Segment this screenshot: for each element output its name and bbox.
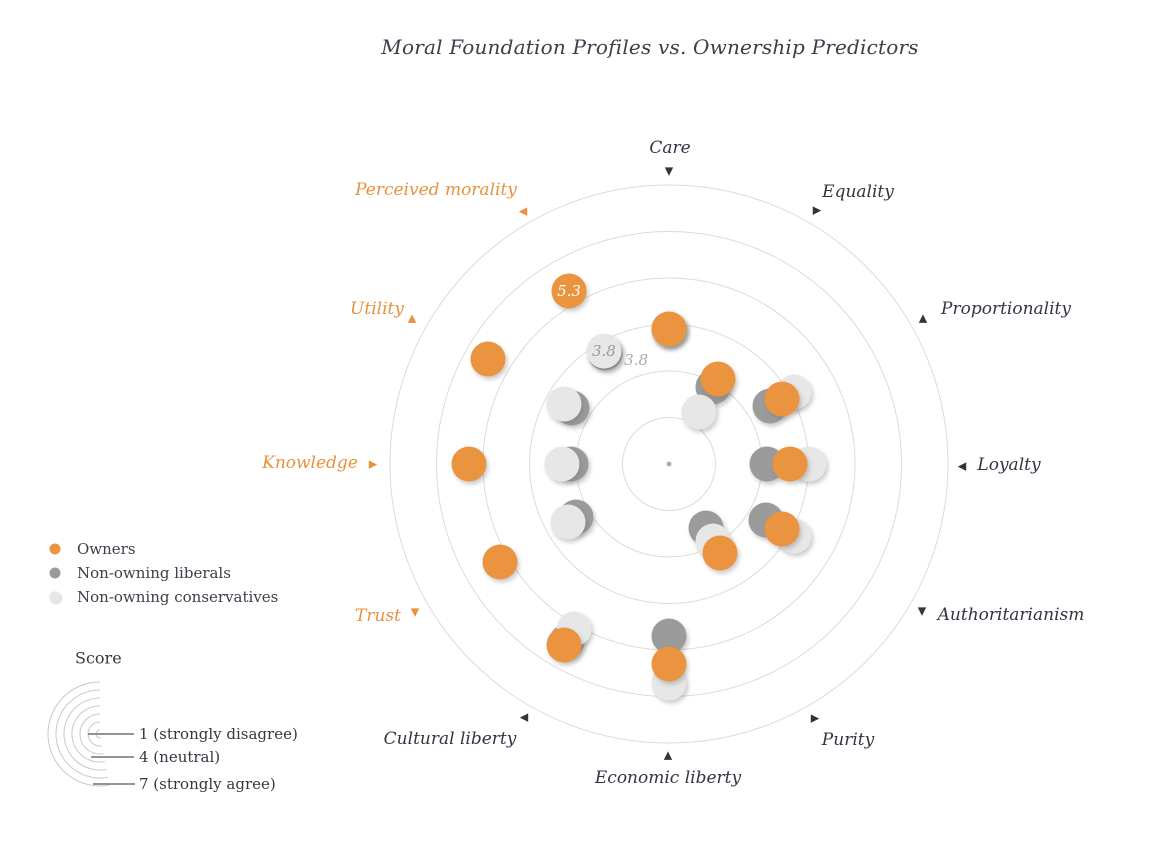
axis-marker-right-icon: ▶ <box>368 457 378 471</box>
axis-marker-down-icon: ▼ <box>917 604 927 618</box>
axis-label-utility: Utility <box>350 299 404 319</box>
dot-owners-loyalty <box>772 446 808 482</box>
dot-owners-knowledge <box>451 446 487 482</box>
score-entry-4: 4 (neutral) <box>139 748 221 766</box>
axis-label-proportionality: Proportionality <box>941 299 1071 319</box>
dot-conservatives-trust <box>550 504 586 540</box>
axis-marker-down-icon: ▼ <box>410 605 420 619</box>
axis-marker-left-icon: ◀ <box>518 204 528 218</box>
axis-label-equality: Equality <box>822 182 894 202</box>
axis-marker-left-icon: ◀ <box>957 459 967 473</box>
value-annotation-liberals: 3.8 <box>624 351 648 370</box>
dot-owners-perceived-morality <box>551 273 587 309</box>
axis-marker-down-icon: ▼ <box>664 164 674 178</box>
dot-owners-utility <box>470 341 506 377</box>
dot-owners-equality <box>700 361 736 397</box>
chart-title: Moral Foundation Profiles vs. Ownership … <box>381 35 919 59</box>
legend-label: Non-owning liberals <box>77 564 231 582</box>
score-entry-7: 7 (strongly agree) <box>139 775 276 793</box>
value-annotation-conservatives: 3.8 <box>591 342 616 361</box>
axis-label-trust: Trust <box>355 606 401 626</box>
axis-label-authoritarianism: Authoritarianism <box>937 605 1085 625</box>
dot-conservatives-utility <box>546 386 582 422</box>
axis-marker-up-icon: ▲ <box>663 748 673 762</box>
axis-marker-right-icon: ▶ <box>812 203 822 217</box>
value-annotation-owners: 5.3 <box>557 281 581 300</box>
dot-owners-cultural-liberty <box>546 627 582 663</box>
dot-owners-purity <box>702 535 738 571</box>
axis-label-knowledge: Knowledge <box>262 453 358 473</box>
axis-label-economic-liberty: Economic liberty <box>594 768 742 788</box>
dot-owners-care <box>651 311 687 347</box>
dot-owners-economic-liberty <box>651 646 687 682</box>
axis-label-cultural-liberty: Cultural liberty <box>383 729 517 749</box>
legend-label: Owners <box>77 540 136 558</box>
axis-marker-up-icon: ▲ <box>918 311 928 325</box>
liberals-swatch-icon <box>49 567 61 579</box>
dot-owners-trust <box>482 544 518 580</box>
axis-label-loyalty: Loyalty <box>977 455 1041 475</box>
dot-conservatives-knowledge <box>544 446 580 482</box>
dot-owners-proportionality <box>764 381 800 417</box>
dot-conservatives-perceived-morality <box>586 333 622 369</box>
score-legend-title: Score <box>75 648 122 668</box>
axis-label-perceived-morality: Perceived morality <box>355 180 517 200</box>
axis-label-purity: Purity <box>821 730 875 750</box>
owners-swatch-icon <box>49 543 61 555</box>
axis-marker-right-icon: ▶ <box>810 711 820 725</box>
axis-marker-left-icon: ◀ <box>519 710 529 724</box>
dot-conservatives-equality <box>681 394 717 430</box>
axis-marker-up-icon: ▲ <box>407 311 417 325</box>
legend-label: Non-owning conservatives <box>77 588 279 606</box>
score-entry-1: 1 (strongly disagree) <box>139 725 298 743</box>
dot-owners-authoritarianism <box>764 511 800 547</box>
conservatives-swatch-icon <box>49 591 61 603</box>
axis-label-care: Care <box>649 138 691 158</box>
